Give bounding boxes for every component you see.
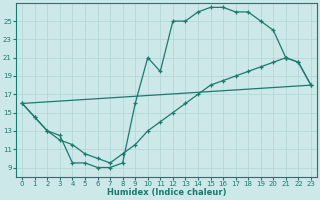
X-axis label: Humidex (Indice chaleur): Humidex (Indice chaleur)	[107, 188, 226, 197]
